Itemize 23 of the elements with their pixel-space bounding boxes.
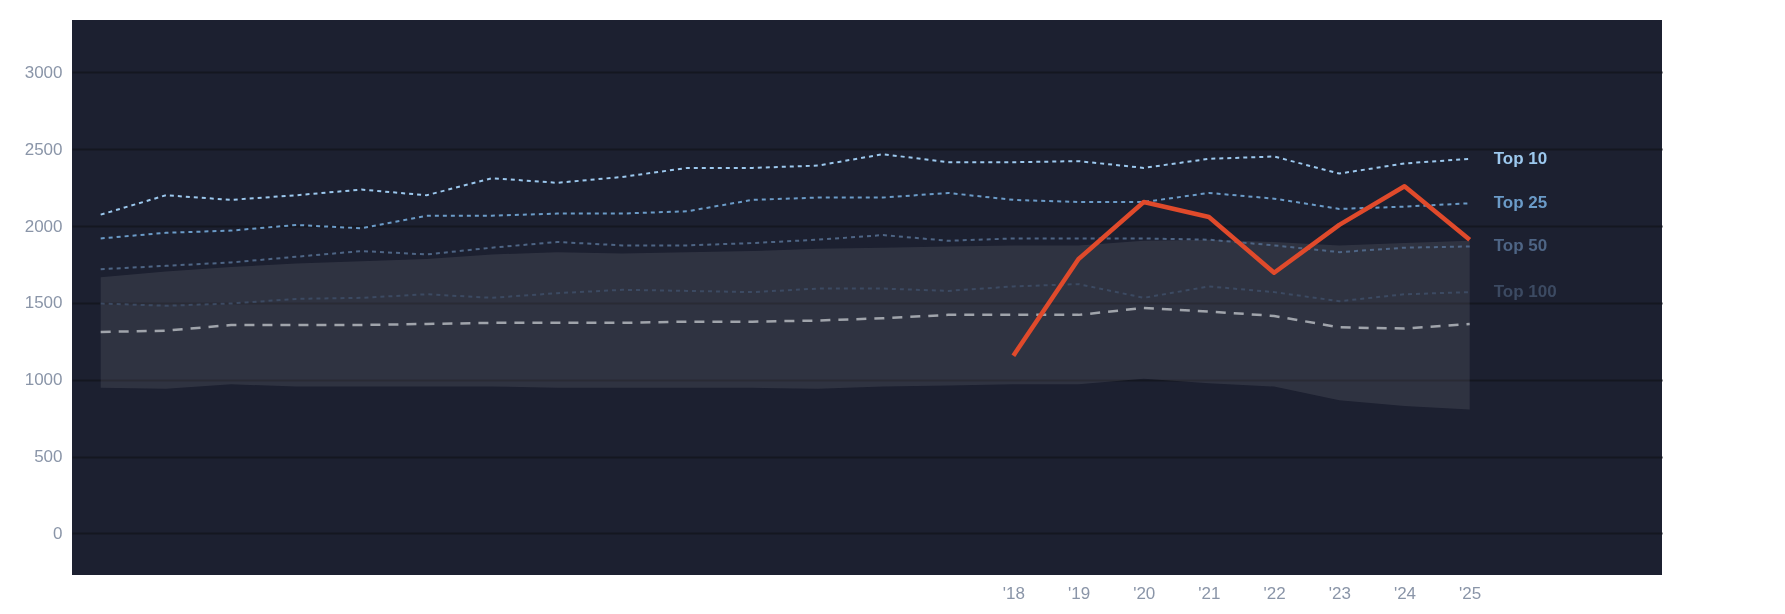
series-label: Top 25 bbox=[1493, 193, 1548, 213]
y-tick-label: 1000 bbox=[24, 370, 63, 390]
series-label: Top 50 bbox=[1493, 236, 1548, 256]
y-tick-label: 2500 bbox=[24, 139, 63, 159]
line-series bbox=[99, 283, 1471, 307]
y-tick-label: 0 bbox=[53, 523, 63, 543]
x-tick-label: '24 bbox=[1393, 583, 1417, 603]
x-tick-label: '23 bbox=[1328, 583, 1351, 603]
y-tick-label: 2000 bbox=[24, 216, 63, 236]
line-series bbox=[1011, 183, 1472, 359]
x-tick-label: '22 bbox=[1263, 583, 1286, 603]
x-tick-label: '18 bbox=[1002, 583, 1025, 603]
x-tick-label: '19 bbox=[1067, 583, 1091, 603]
line-series bbox=[99, 153, 1471, 216]
x-tick-label: '20 bbox=[1133, 583, 1156, 603]
x-tick-label: '21 bbox=[1198, 583, 1221, 603]
series-label: Top 10 bbox=[1493, 148, 1548, 168]
y-tick-label: 3000 bbox=[24, 62, 63, 82]
y-tick-label: 500 bbox=[34, 447, 63, 467]
x-tick-label: '25 bbox=[1459, 583, 1482, 603]
line-series bbox=[99, 306, 1471, 334]
y-tick-label: 1500 bbox=[24, 293, 63, 313]
line-series bbox=[99, 234, 1471, 271]
